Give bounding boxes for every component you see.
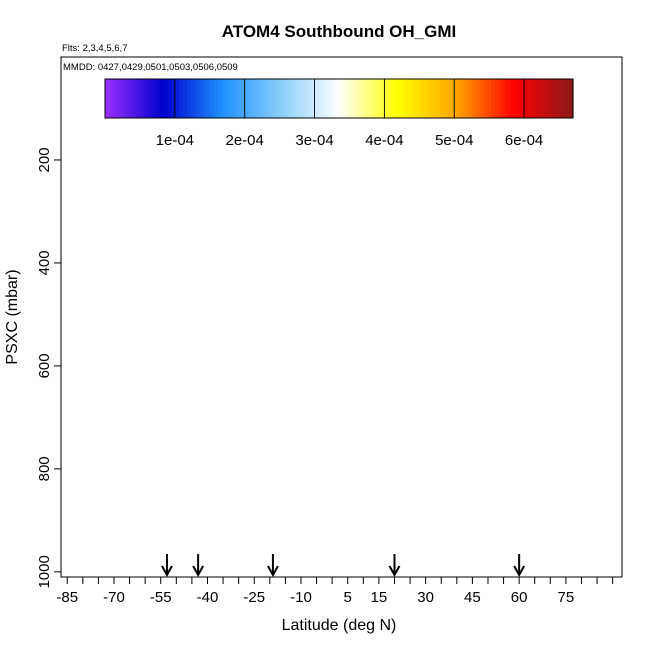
flights-label: Flts: 2,3,4,5,6,7: [62, 43, 127, 54]
chart-title: ATOM4 Southbound OH_GMI: [222, 22, 457, 41]
